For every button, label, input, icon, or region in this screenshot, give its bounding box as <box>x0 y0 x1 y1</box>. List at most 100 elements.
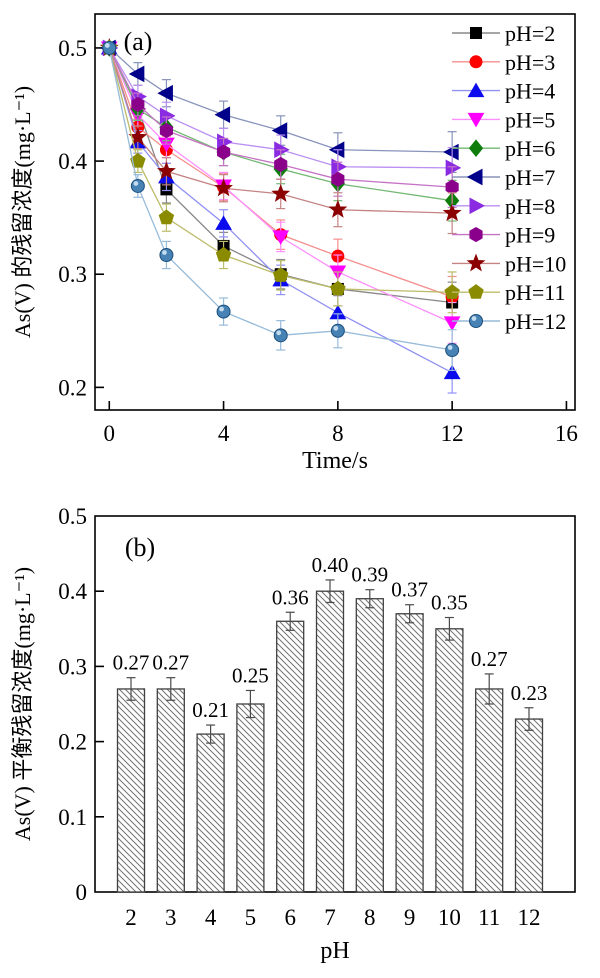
data-point-marker <box>273 328 288 343</box>
bar-value-label: 0.25 <box>232 663 269 687</box>
legend-item-ph6: pH=6 <box>452 136 555 161</box>
legend-item-ph8: pH=8 <box>452 194 555 219</box>
data-point-marker <box>331 171 345 187</box>
data-point-marker <box>159 247 174 262</box>
bar-group-ph4: 0.21 4 <box>192 698 229 930</box>
y-tick-label: 0.3 <box>58 262 87 287</box>
bar-group-ph6: 0.36 6 <box>272 585 309 930</box>
data-point-marker <box>159 107 176 125</box>
data-point-marker <box>445 159 462 177</box>
bar-value-label: 0.39 <box>351 563 388 587</box>
panel-b-label: (b) <box>125 533 155 562</box>
data-point-marker <box>217 144 231 160</box>
panel-a-line-chart: 0 4 8 12 16 0.2 0.3 0.4 0.5 Time/s As(V) 的残留浓度(mg·… <box>10 13 578 474</box>
y-tick-label: 0.2 <box>58 375 87 400</box>
data-point-marker <box>215 215 232 230</box>
x-category-label: 11 <box>478 905 500 930</box>
x-category-label: 5 <box>245 905 257 930</box>
bar-value-label: 0.40 <box>312 553 349 577</box>
legend-item-ph10: pH=10 <box>452 251 566 276</box>
legend-item-ph9: pH=9 <box>452 223 555 248</box>
legend-label: pH=11 <box>505 280 565 305</box>
bar-group-ph8: 0.39 8 <box>351 563 388 930</box>
x-axis-label: pH <box>320 938 349 964</box>
legend-marker <box>469 314 483 328</box>
data-point-marker <box>330 280 346 296</box>
bar-group-ph7: 0.40 7 <box>312 553 349 930</box>
y-tick-label: 0.5 <box>58 36 87 61</box>
data-point-marker <box>128 65 145 83</box>
data-point-marker <box>331 158 347 176</box>
bar-value-label: 0.27 <box>471 647 508 671</box>
legend-item-ph5: pH=5 <box>452 107 555 132</box>
data-point-marker <box>215 246 232 262</box>
bar-value-label: 0.36 <box>272 585 309 609</box>
y-axis-label: As(V) 平衡残留浓度(mg·L⁻¹) <box>10 567 35 841</box>
bar-value-label: 0.27 <box>152 651 189 675</box>
bar <box>514 718 544 893</box>
legend-item-ph12: pH=12 <box>452 309 566 334</box>
data-point-marker <box>442 203 462 222</box>
bar <box>355 598 384 893</box>
legend-marker <box>468 139 484 157</box>
x-category-label: 9 <box>404 905 416 930</box>
legend-label: pH=8 <box>505 194 555 219</box>
legend-item-ph3: pH=3 <box>452 50 555 75</box>
bar-group-ph10: 0.35 10 <box>431 591 468 930</box>
data-point-marker <box>271 183 291 202</box>
legend-item-ph4: pH=4 <box>452 79 555 104</box>
data-point-marker-highlight <box>219 306 224 312</box>
data-point-marker <box>445 179 459 195</box>
y-axis-label: As(V) 的残留浓度(mg·L⁻¹) <box>10 86 35 338</box>
data-point-marker <box>214 178 233 197</box>
legend-item-ph7: pH=7 <box>452 165 555 190</box>
data-point-marker <box>216 304 231 319</box>
legend-marker <box>468 284 484 299</box>
x-tick-label: 16 <box>555 421 578 446</box>
y-tick-label: 0.4 <box>58 579 87 604</box>
bar-group-ph11: 0.27 11 <box>471 647 508 930</box>
legend-label: pH=7 <box>505 165 555 190</box>
y-tick-label: 0.4 <box>58 149 87 174</box>
y-tick-label: 0.2 <box>58 730 87 755</box>
legend-marker <box>469 197 486 215</box>
y-tick-label: 0.1 <box>58 805 87 830</box>
bar-group-ph2: 0.27 2 <box>113 651 150 930</box>
bar-value-label: 0.37 <box>391 578 428 602</box>
legend-marker <box>466 253 486 272</box>
legend-marker <box>467 82 485 98</box>
legend-marker <box>470 27 482 39</box>
bar <box>156 688 185 893</box>
x-axis-label: Time/s <box>302 448 368 474</box>
data-point-marker <box>271 122 288 139</box>
data-point-marker <box>214 106 231 124</box>
data-point-marker <box>158 209 175 225</box>
x-category-label: 2 <box>125 905 137 930</box>
bar-group-ph9: 0.37 9 <box>391 578 428 930</box>
bar-value-label: 0.27 <box>113 651 150 675</box>
x-category-label: 6 <box>284 905 296 930</box>
x-category-label: 12 <box>518 905 541 930</box>
legend-label: pH=5 <box>505 107 555 132</box>
bar <box>236 703 265 893</box>
x-category-label: 3 <box>165 905 177 930</box>
data-point-marker <box>330 323 345 338</box>
bar <box>395 613 424 893</box>
panel-b-bar-chart: 0 0.1 0.2 0.3 0.4 0.5 0.27 2 0.27 3 0.21 4 0.25 5 0.36… <box>10 504 576 964</box>
x-tick-label: 0 <box>104 421 116 446</box>
legend-item-ph11: pH=11 <box>452 280 565 305</box>
data-point-marker <box>157 161 176 180</box>
x-tick-label: 8 <box>332 421 344 446</box>
legend-label: pH=2 <box>505 21 555 46</box>
legend-label: pH=10 <box>505 251 566 276</box>
data-point-marker <box>130 178 145 193</box>
data-point-marker <box>102 40 117 55</box>
bar <box>475 688 504 893</box>
data-point-marker <box>445 343 460 358</box>
data-point-marker-highlight <box>333 325 339 331</box>
x-category-label: 7 <box>324 905 336 930</box>
bar <box>276 620 305 893</box>
data-point-marker-highlight <box>133 181 139 186</box>
y-tick-label: 0.5 <box>58 504 87 529</box>
